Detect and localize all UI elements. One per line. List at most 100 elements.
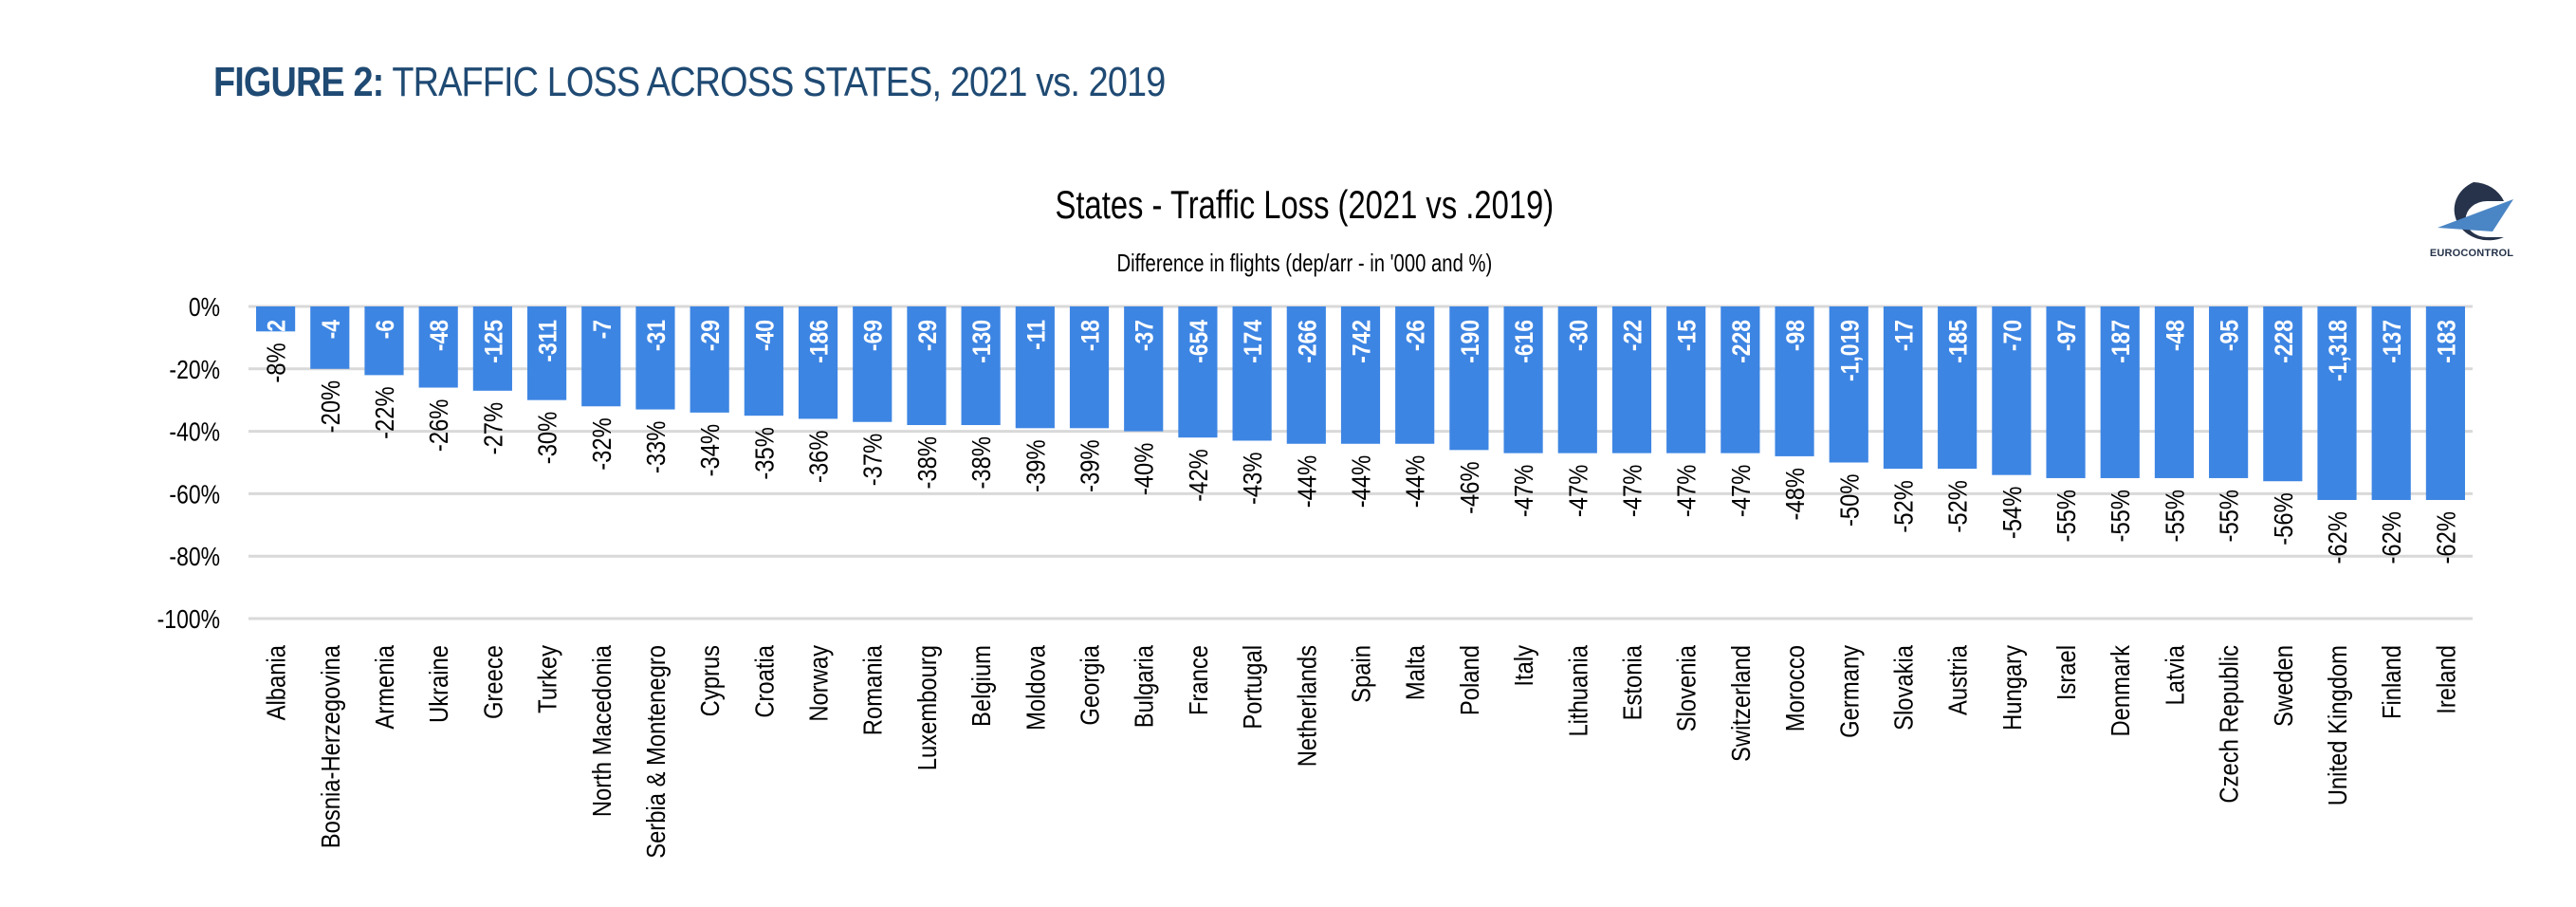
bar bbox=[1666, 306, 1706, 454]
bar-percent-label: -47% bbox=[1725, 465, 1756, 518]
x-category-label: Denmark bbox=[2105, 644, 2135, 736]
bar-value-label: -29 bbox=[696, 320, 725, 351]
bar-value-label: -95 bbox=[2216, 320, 2244, 351]
bar-value-label: -125 bbox=[480, 320, 508, 363]
bar bbox=[472, 306, 512, 391]
bar-percent-label: -44% bbox=[1400, 455, 1430, 509]
y-tick-label: -80% bbox=[169, 543, 220, 572]
bar-value-label: -228 bbox=[2270, 320, 2298, 363]
x-category-label: Ukraine bbox=[423, 645, 453, 723]
x-category-label: Germany bbox=[1833, 645, 1864, 738]
bar-percent-label: -30% bbox=[532, 412, 562, 465]
bar-value-label: -654 bbox=[1185, 320, 1213, 363]
x-category-label: Ireland bbox=[2431, 645, 2461, 714]
x-category-label: Norway bbox=[803, 645, 834, 722]
bar-value-label: -29 bbox=[913, 320, 942, 351]
bar-percent-label: -33% bbox=[640, 421, 671, 474]
bar bbox=[526, 306, 567, 400]
bar bbox=[1883, 306, 1923, 470]
bar-value-label: -30 bbox=[1565, 320, 1593, 351]
bar-percent-label: -39% bbox=[1075, 439, 1105, 492]
bar-value-label: -130 bbox=[967, 320, 996, 363]
bar bbox=[1232, 306, 1272, 441]
bar bbox=[1938, 306, 1978, 470]
bar bbox=[1775, 306, 1814, 456]
bar bbox=[1992, 306, 2032, 475]
bar-percent-label: -39% bbox=[1020, 439, 1050, 492]
x-category-label: Morocco bbox=[1779, 645, 1810, 731]
bar bbox=[2317, 306, 2357, 500]
bar bbox=[798, 306, 838, 419]
bar-percent-label: -55% bbox=[2105, 490, 2135, 543]
bar-value-label: -31 bbox=[642, 320, 671, 351]
bar bbox=[1395, 306, 1435, 444]
bar bbox=[310, 306, 350, 369]
bar-percent-label: -55% bbox=[2051, 490, 2081, 543]
bar-value-label: -186 bbox=[805, 320, 834, 363]
x-category-label: Spain bbox=[1346, 645, 1376, 703]
bar-percent-label: -38% bbox=[911, 436, 942, 490]
bar-percent-label: -56% bbox=[2268, 492, 2298, 546]
x-axis-labels: Albania Bosnia-Herzegovina Armenia Ukraine G… bbox=[261, 644, 2461, 859]
x-category-label: Georgia bbox=[1075, 644, 1105, 725]
bar bbox=[2263, 306, 2303, 482]
bar bbox=[1286, 306, 1326, 444]
bar bbox=[2209, 306, 2249, 478]
bar-value-label: -17 bbox=[1890, 320, 1919, 351]
bar-value-label: -18 bbox=[1076, 320, 1105, 351]
x-category-label: North Macedonia bbox=[586, 644, 616, 817]
x-category-label: Serbia & Montenegro bbox=[640, 645, 671, 859]
bar bbox=[1503, 306, 1543, 454]
bar-value-label: -311 bbox=[534, 320, 562, 362]
bar-percent-label: -55% bbox=[2160, 490, 2190, 543]
bar-percent-label: -32% bbox=[586, 417, 616, 471]
x-category-label: Slovenia bbox=[1671, 644, 1702, 731]
bar-value-label: -7 bbox=[588, 320, 616, 339]
bar-percent-label: -48% bbox=[1779, 468, 1810, 521]
y-tick-label: -20% bbox=[169, 356, 220, 385]
x-category-label: Portugal bbox=[1237, 645, 1267, 730]
x-category-label: Malta bbox=[1400, 645, 1430, 701]
bar-percent-label: -34% bbox=[694, 424, 725, 477]
bar bbox=[2046, 306, 2086, 478]
bar bbox=[1557, 306, 1597, 454]
bar-percent-label: -43% bbox=[1237, 452, 1267, 505]
bar-percent-label: -20% bbox=[315, 380, 345, 434]
bar bbox=[690, 306, 729, 413]
y-tick-label: -100% bbox=[157, 605, 220, 635]
x-category-label: Latvia bbox=[2160, 644, 2190, 705]
bar-percent-label: -36% bbox=[803, 430, 834, 483]
bar bbox=[2425, 306, 2465, 500]
x-category-label: Romania bbox=[857, 645, 888, 736]
bar-percent-label: -37% bbox=[857, 434, 888, 487]
x-category-label: France bbox=[1183, 645, 1213, 715]
bar-value-label: -1,019 bbox=[1836, 320, 1865, 381]
x-category-label: Slovakia bbox=[1888, 645, 1919, 731]
bar-value-label: -97 bbox=[2052, 320, 2081, 351]
bar bbox=[1015, 306, 1055, 429]
x-category-label: Italy bbox=[1508, 645, 1538, 687]
bar-percent-label: -38% bbox=[966, 436, 996, 490]
bar-value-label: -69 bbox=[859, 320, 888, 351]
x-category-label: Finland bbox=[2376, 645, 2406, 719]
bar bbox=[2371, 306, 2411, 500]
bar-value-label: -2 bbox=[263, 320, 291, 339]
x-category-label: Hungary bbox=[1996, 645, 2027, 731]
logo-text: EUROCONTROL bbox=[2429, 248, 2514, 259]
bar-percent-label: -50% bbox=[1833, 474, 1864, 528]
x-category-label: Turkey bbox=[532, 645, 562, 713]
bar-value-label: -15 bbox=[1673, 320, 1702, 351]
bar-value-label: -183 bbox=[2433, 320, 2461, 363]
bar bbox=[1829, 306, 1868, 463]
bar-percent-label: -54% bbox=[1996, 487, 2027, 540]
bar-percent-label: -40% bbox=[1129, 443, 1159, 496]
bar-percent-label: -26% bbox=[423, 399, 453, 453]
bar bbox=[1720, 306, 1760, 454]
x-category-label: Croatia bbox=[748, 644, 779, 717]
bar bbox=[1449, 306, 1489, 451]
x-category-label: Albania bbox=[261, 644, 291, 720]
bar bbox=[2100, 306, 2140, 478]
bar-value-label: -137 bbox=[2379, 320, 2407, 363]
bar-value-label: -98 bbox=[1781, 320, 1810, 351]
bar-percent-label: -47% bbox=[1671, 465, 1702, 518]
